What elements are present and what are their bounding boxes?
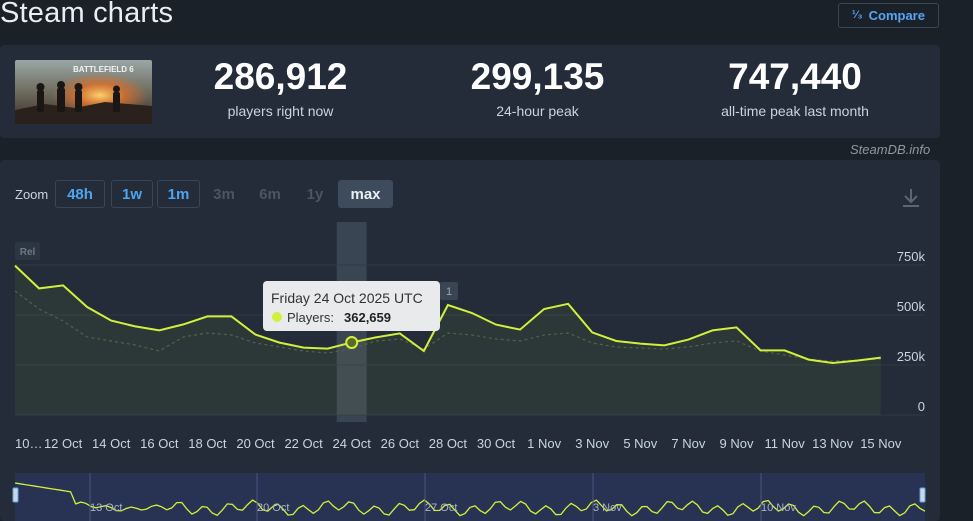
- secondary-series-line: [14, 290, 881, 362]
- event-marker-label: 1: [446, 286, 452, 298]
- x-tick-label: 11 Nov: [764, 436, 805, 451]
- stat-value: 299,135: [470, 56, 605, 97]
- steamdb-credit[interactable]: SteamDB.info: [850, 142, 931, 157]
- x-tick-label: 9 Nov: [720, 436, 754, 451]
- zoom-1y-button: 1y: [297, 180, 333, 208]
- zoom-1w-button[interactable]: 1w: [111, 180, 153, 208]
- tooltip-series-dot: [272, 312, 282, 322]
- stat-all-time-peak: 747,440 all-time peak last month: [700, 56, 890, 120]
- x-tick-label: 30 Oct: [477, 436, 516, 451]
- x-tick-label: 20 Oct: [236, 436, 275, 451]
- compare-button[interactable]: ¹⁄₃ Compare: [838, 3, 939, 28]
- download-icon[interactable]: [900, 186, 922, 210]
- navigator-date-label: 27 Oct: [425, 502, 457, 514]
- y-tick-label: 750k: [897, 249, 926, 264]
- x-tick-label: 10…: [15, 436, 42, 451]
- x-tick-label: 7 Nov: [671, 436, 705, 451]
- highlighted-data-point: [345, 335, 359, 349]
- x-tick-label: 12 Oct: [44, 436, 83, 451]
- event-marker-badge: [440, 282, 458, 300]
- x-tick-label: 13 Nov: [812, 436, 854, 451]
- x-tick-label: 24 Oct: [333, 436, 372, 451]
- zoom-6m-button: 6m: [251, 180, 289, 208]
- series-area: [15, 265, 881, 415]
- stat-players-now: 286,912 players right now: [203, 56, 358, 120]
- stat-label: players right now: [227, 103, 334, 119]
- stat-value: 286,912: [213, 56, 348, 97]
- navigator-date-label: 3 Nov: [593, 502, 622, 514]
- navigator-series-line: [14, 482, 926, 517]
- compare-label: Compare: [868, 8, 925, 23]
- stat-label: 24-hour peak: [496, 103, 579, 119]
- x-tick-label: 16 Oct: [140, 436, 179, 451]
- sort-numeric-icon: ¹⁄₃: [852, 9, 863, 21]
- navigator-right-handle: [919, 487, 926, 503]
- chart-panel: Zoom 48h 1w 1m 3m 6m 1y max 0 250k 500k 750…: [0, 160, 940, 521]
- zoom-48h-button[interactable]: 48h: [55, 180, 105, 208]
- players-series-line: [14, 264, 881, 365]
- y-tick-label: 500k: [897, 299, 926, 314]
- tooltip-date: Friday 24 Oct 2025 UTC: [271, 290, 423, 306]
- navigator-range: [15, 473, 925, 521]
- y-tick-label: 0: [918, 399, 925, 414]
- banner-logo-text: BATTLEFIELD 6: [73, 65, 134, 74]
- stat-value: 747,440: [728, 56, 862, 97]
- x-tick-label: 22 Oct: [284, 436, 323, 451]
- navigator-left-handle: [12, 487, 19, 503]
- rel-badge-label: Rel: [20, 247, 36, 258]
- x-tick-label: 26 Oct: [381, 436, 420, 451]
- stat-24h-peak: 299,135 24-hour peak: [460, 56, 615, 120]
- page-title: Steam charts: [0, 0, 174, 29]
- game-banner-image[interactable]: BATTLEFIELD 6: [15, 60, 152, 124]
- zoom-max-button[interactable]: max: [338, 180, 393, 208]
- zoom-3m-button: 3m: [205, 180, 243, 208]
- tooltip-value: 362,659: [344, 310, 391, 325]
- players-chart[interactable]: 0 250k 500k 750k Rel 1 Friday 24 Oct 2025 UTC P…: [0, 160, 940, 521]
- stats-panel: BATTLEFIELD 6 286,912 players right now …: [0, 45, 940, 138]
- x-tick-label: 18 Oct: [188, 436, 227, 451]
- tooltip-box: [263, 281, 440, 331]
- navigator-date-label: 10 Nov: [761, 502, 796, 514]
- navigator-date-label: 13 Oct: [90, 502, 122, 514]
- x-tick-label: 1 Nov: [527, 436, 561, 451]
- stat-label: all-time peak last month: [721, 103, 869, 119]
- x-tick-label: 3 Nov: [575, 436, 609, 451]
- y-tick-label: 250k: [897, 349, 926, 364]
- x-tick-label: 28 Oct: [429, 436, 468, 451]
- x-tick-label: 14 Oct: [92, 436, 131, 451]
- rel-badge: [15, 242, 40, 260]
- x-tick-label: 15 Nov: [860, 436, 902, 451]
- tooltip-series-label: Players:: [287, 310, 334, 325]
- zoom-label: Zoom: [15, 187, 49, 202]
- x-tick-label: 5 Nov: [623, 436, 657, 451]
- navigator-date-label: 20 Oct: [257, 502, 289, 514]
- zoom-1m-button[interactable]: 1m: [157, 180, 200, 208]
